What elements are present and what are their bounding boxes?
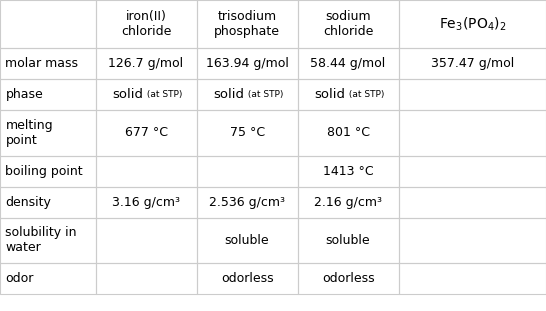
Bar (96, 156, 197, 187)
Bar (0, 0, 96, 48)
Text: density: density (5, 196, 51, 209)
Bar (0, 218, 96, 263)
Text: 126.7 g/mol: 126.7 g/mol (109, 57, 183, 70)
Bar (298, 156, 399, 187)
Text: phase: phase (5, 88, 43, 101)
Text: 3.16 g/cm³: 3.16 g/cm³ (112, 196, 180, 209)
Bar (298, 187, 399, 218)
Text: (at STP): (at STP) (144, 91, 183, 99)
Bar (197, 156, 298, 187)
Bar (96, 218, 197, 263)
Bar (399, 263, 546, 294)
Text: soluble: soluble (326, 234, 370, 247)
Text: boiling point: boiling point (5, 165, 83, 178)
Bar (197, 79, 298, 110)
Text: 677 °C: 677 °C (124, 127, 168, 139)
Bar (298, 48, 399, 79)
Bar (197, 0, 298, 48)
Bar (197, 263, 298, 294)
Text: 163.94 g/mol: 163.94 g/mol (206, 57, 288, 70)
Text: 1413 °C: 1413 °C (323, 165, 373, 178)
Text: molar mass: molar mass (5, 57, 79, 70)
Text: odorless: odorless (221, 272, 274, 285)
Bar (399, 156, 546, 187)
Bar (0, 48, 96, 79)
Bar (197, 187, 298, 218)
Text: (at STP): (at STP) (346, 91, 385, 99)
Bar (399, 48, 546, 79)
Bar (96, 0, 197, 48)
Text: solubility in
water: solubility in water (5, 226, 77, 254)
Bar (0, 79, 96, 110)
Text: 2.536 g/cm³: 2.536 g/cm³ (209, 196, 285, 209)
Bar (0, 156, 96, 187)
Bar (399, 110, 546, 156)
Bar (96, 187, 197, 218)
Bar (298, 218, 399, 263)
Text: (at STP): (at STP) (245, 91, 284, 99)
Text: 801 °C: 801 °C (327, 127, 370, 139)
Bar (399, 218, 546, 263)
Bar (399, 187, 546, 218)
Bar (298, 110, 399, 156)
Text: solid: solid (112, 88, 143, 101)
Bar (0, 110, 96, 156)
Bar (197, 48, 298, 79)
Bar (96, 48, 197, 79)
Text: trisodium
phosphate: trisodium phosphate (214, 10, 280, 38)
Text: $\mathrm{Fe_3(PO_4)_2}$: $\mathrm{Fe_3(PO_4)_2}$ (438, 16, 506, 33)
Text: solid: solid (314, 88, 345, 101)
Text: 75 °C: 75 °C (229, 127, 265, 139)
Text: 2.16 g/cm³: 2.16 g/cm³ (314, 196, 382, 209)
Bar (96, 110, 197, 156)
Text: 58.44 g/mol: 58.44 g/mol (311, 57, 385, 70)
Bar (399, 0, 546, 48)
Bar (0, 187, 96, 218)
Text: odor: odor (5, 272, 34, 285)
Bar (96, 79, 197, 110)
Text: odorless: odorless (322, 272, 375, 285)
Bar (298, 79, 399, 110)
Bar (197, 110, 298, 156)
Text: solid: solid (213, 88, 244, 101)
Text: soluble: soluble (225, 234, 269, 247)
Bar (399, 79, 546, 110)
Bar (197, 218, 298, 263)
Text: iron(II)
chloride: iron(II) chloride (121, 10, 171, 38)
Text: melting
point: melting point (5, 119, 53, 147)
Bar (298, 0, 399, 48)
Bar (0, 263, 96, 294)
Bar (298, 263, 399, 294)
Bar (96, 263, 197, 294)
Text: sodium
chloride: sodium chloride (323, 10, 373, 38)
Text: 357.47 g/mol: 357.47 g/mol (431, 57, 514, 70)
